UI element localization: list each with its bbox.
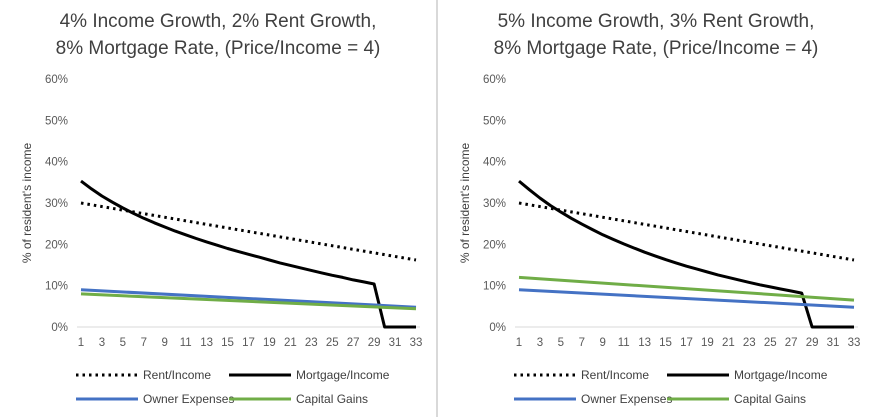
panel-divider: [436, 0, 438, 417]
y-tick-label: 10%: [45, 281, 68, 293]
chart-panel-left: 4% Income Growth, 2% Rent Growth, 8% Mor…: [0, 0, 436, 417]
y-tick-label: 50%: [45, 115, 68, 127]
chart-svg-left: 4% Income Growth, 2% Rent Growth, 8% Mor…: [20, 11, 423, 406]
series-line-rent-income: [80, 201, 417, 262]
x-tick-label: 25: [764, 337, 777, 349]
x-tick-label: 33: [410, 337, 423, 349]
x-tick-label: 7: [579, 337, 585, 349]
x-tick-labels: 1 3 5 7 9 11 13 15 17 19 21 23 25 27 29 31 33: [78, 337, 423, 349]
x-tick-label: 19: [701, 337, 714, 349]
x-tick-label: 21: [284, 337, 297, 349]
y-tick-label: 60%: [45, 74, 68, 86]
legend-label-rent-income: Rent/Income: [143, 368, 211, 382]
x-tick-label: 23: [743, 337, 756, 349]
x-tick-label: 1: [516, 337, 522, 349]
y-tick-label: 20%: [45, 239, 68, 251]
series-line-capital-gains: [518, 275, 855, 302]
y-tick-label: 0%: [489, 322, 506, 334]
x-tick-label: 11: [618, 337, 630, 349]
legend-label-capital-gains: Capital Gains: [296, 392, 368, 406]
x-tick-label: 5: [558, 337, 564, 349]
series-lines: [518, 179, 855, 329]
x-tick-label: 17: [680, 337, 693, 349]
x-tick-label: 21: [722, 337, 735, 349]
y-tick-labels: 0% 10% 20% 30% 40% 50% 60%: [483, 74, 506, 334]
y-tick-label: 0%: [51, 322, 68, 334]
x-tick-label: 13: [638, 337, 651, 349]
series-line-mortgage-income: [518, 179, 854, 329]
x-tick-label: 31: [827, 337, 840, 349]
y-axis-label: % of resident's income: [20, 143, 34, 264]
legend-label-owner-expenses: Owner Expenses: [581, 392, 672, 406]
x-tick-labels: 1 3 5 7 9 11 13 15 17 19 21 23 25 27 29 31 33: [516, 337, 861, 349]
x-tick-label: 11: [180, 337, 192, 349]
x-tick-label: 27: [347, 337, 360, 349]
x-tick-label: 27: [785, 337, 798, 349]
x-tick-label: 5: [120, 337, 126, 349]
series-line-mortgage-income: [80, 179, 416, 329]
legend-label-mortgage-income: Mortgage/Income: [734, 368, 828, 382]
x-tick-label: 31: [389, 337, 402, 349]
y-axis-label: % of resident's income: [458, 143, 472, 264]
x-tick-label: 3: [99, 337, 105, 349]
legend-label-owner-expenses: Owner Expenses: [143, 392, 234, 406]
x-tick-label: 33: [848, 337, 861, 349]
x-tick-label: 29: [368, 337, 381, 349]
series-lines: [80, 179, 417, 329]
chart-title-line-2: 8% Mortgage Rate, (Price/Income = 4): [494, 38, 819, 59]
x-tick-label: 23: [305, 337, 318, 349]
series-line-owner-expenses: [80, 288, 417, 309]
y-tick-labels: 0% 10% 20% 30% 40% 50% 60%: [45, 74, 68, 334]
legend-label-mortgage-income: Mortgage/Income: [296, 368, 390, 382]
x-tick-label: 19: [263, 337, 276, 349]
legend-label-rent-income: Rent/Income: [581, 368, 649, 382]
chart-svg-right: 5% Income Growth, 3% Rent Growth, 8% Mor…: [458, 11, 861, 406]
x-tick-label: 29: [806, 337, 819, 349]
chart-title-line-2: 8% Mortgage Rate, (Price/Income = 4): [56, 38, 381, 59]
x-tick-label: 15: [659, 337, 672, 349]
x-tick-label: 17: [242, 337, 255, 349]
chart-title-line-1: 4% Income Growth, 2% Rent Growth,: [60, 11, 377, 32]
x-tick-label: 15: [221, 337, 234, 349]
y-tick-label: 50%: [483, 115, 506, 127]
x-tick-label: 1: [78, 337, 84, 349]
x-tick-label: 25: [326, 337, 339, 349]
x-tick-label: 13: [200, 337, 213, 349]
y-tick-label: 40%: [483, 157, 506, 169]
legend: Rent/Income Mortgage/Income Owner Expenses…: [514, 368, 828, 406]
y-tick-label: 10%: [483, 281, 506, 293]
x-tick-label: 3: [537, 337, 543, 349]
y-tick-label: 40%: [45, 157, 68, 169]
y-tick-label: 20%: [483, 239, 506, 251]
y-tick-label: 30%: [45, 198, 68, 210]
x-tick-label: 9: [600, 337, 606, 349]
y-tick-label: 60%: [483, 74, 506, 86]
series-line-owner-expenses: [518, 288, 855, 309]
series-line-rent-income: [518, 201, 855, 262]
y-tick-label: 30%: [483, 198, 506, 210]
legend-label-capital-gains: Capital Gains: [734, 392, 806, 406]
chart-title-line-1: 5% Income Growth, 3% Rent Growth,: [498, 11, 815, 32]
x-tick-label: 9: [162, 337, 168, 349]
x-tick-label: 7: [141, 337, 147, 349]
legend: Rent/Income Mortgage/Income Owner Expenses…: [76, 368, 390, 406]
series-line-capital-gains: [80, 292, 417, 311]
chart-panel-right: 5% Income Growth, 3% Rent Growth, 8% Mor…: [438, 0, 874, 417]
